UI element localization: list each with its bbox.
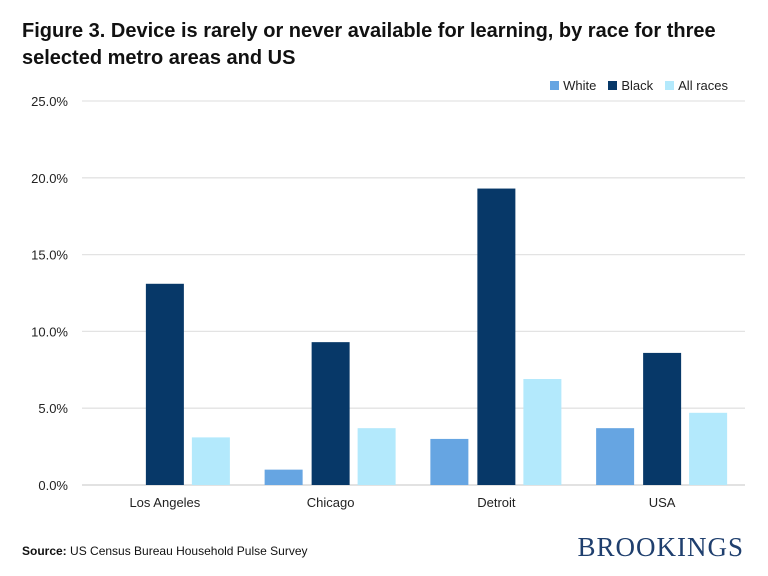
legend-swatch [608,81,618,90]
legend-item: White [550,78,596,93]
bar-white [264,469,303,485]
legend-swatch [550,81,560,90]
brookings-logo: BROOKINGS [577,532,744,562]
bar-black [477,188,516,485]
y-tick-label: 5.0% [38,401,68,416]
x-tick-label: Detroit [477,495,516,510]
bar-all-races [357,428,396,485]
x-tick-label: Los Angeles [129,495,200,510]
bar-white [596,428,635,485]
bar-all-races [523,379,562,485]
bar-black [145,283,184,485]
legend-label: Black [621,78,654,93]
source-label: Source: [22,544,67,558]
bar-black [643,352,682,485]
source-text: US Census Bureau Household Pulse Survey [70,544,308,558]
y-tick-label: 10.0% [31,324,68,339]
legend-swatch [665,81,675,90]
bar-black [311,342,350,485]
y-tick-label: 20.0% [31,171,68,186]
chart-title: Figure 3. Device is rarely or never avai… [22,20,716,69]
y-tick-label: 15.0% [31,248,68,263]
bar-all-races [689,412,728,485]
legend-label: White [563,78,597,93]
y-tick-label: 0.0% [38,478,68,493]
bar-white [430,438,469,485]
legend-item: Black [608,78,653,93]
x-tick-label: USA [649,495,676,510]
y-tick-label: 25.0% [31,94,68,109]
legend-item: All races [665,78,728,93]
bar-all-races [191,437,230,485]
source-note: Source: US Census Bureau Household Pulse… [22,544,308,558]
legend: White Black All races [550,78,728,93]
legend-label: All races [678,78,728,93]
x-tick-label: Chicago [307,495,355,510]
